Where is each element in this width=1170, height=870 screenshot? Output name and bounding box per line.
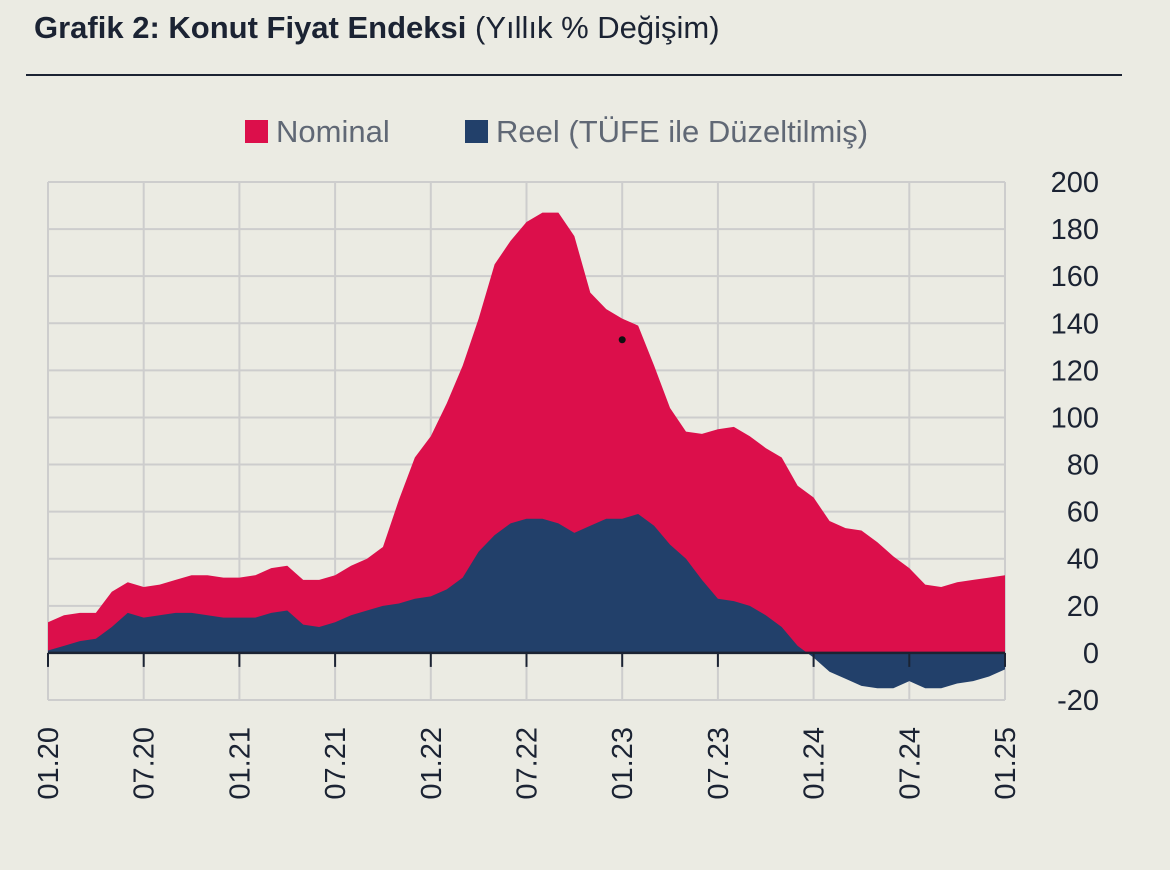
chart-title: Grafik 2: Konut Fiyat Endeksi (Yıllık % …	[34, 10, 720, 46]
y-tick-label: 60	[1067, 497, 1099, 529]
x-tick-label: 01.20	[33, 727, 65, 800]
legend-nominal-swatch	[245, 120, 268, 143]
x-tick-label: 07.21	[320, 727, 352, 800]
y-tick-label: 160	[1051, 261, 1099, 293]
legend-reel-label: Reel (TÜFE ile Düzeltilmiş)	[496, 114, 868, 149]
chart-title-sub: (Yıllık % Değişim)	[475, 10, 720, 45]
x-tick-label: 01.23	[607, 727, 639, 800]
x-tick-label: 01.21	[224, 727, 256, 800]
series-areas	[48, 212, 1005, 689]
y-tick-label: 80	[1067, 450, 1099, 482]
y-tick-label: 140	[1051, 308, 1099, 340]
x-tick-label: 01.25	[990, 727, 1022, 800]
legend-reel-swatch	[465, 120, 488, 143]
chart-title-main: Grafik 2: Konut Fiyat Endeksi	[34, 10, 467, 45]
reel-area	[48, 513, 1005, 689]
y-tick-label: -20	[1057, 685, 1099, 717]
annotations	[618, 336, 626, 344]
y-tick-label: 180	[1051, 214, 1099, 246]
y-tick-label: 200	[1051, 167, 1099, 199]
y-tick-label: 40	[1067, 544, 1099, 576]
x-tick-label: 07.23	[703, 727, 735, 800]
nominal-area	[48, 212, 1005, 653]
x-tick-label: 07.24	[894, 727, 926, 800]
y-tick-label: 120	[1051, 355, 1099, 387]
x-tick-label: 01.24	[799, 727, 831, 800]
x-tick-label: 07.22	[512, 727, 544, 800]
legend-nominal-label: Nominal	[276, 114, 390, 149]
legend: Nominal Reel (TÜFE ile Düzeltilmiş)	[245, 114, 868, 149]
x-tick-label: 01.22	[416, 727, 448, 800]
y-tick-label: 100	[1051, 402, 1099, 434]
title-divider	[26, 74, 1122, 76]
y-tick-label: 0	[1083, 638, 1099, 670]
y-tick-label: 20	[1067, 591, 1099, 623]
annotation-dot	[618, 336, 626, 344]
x-tick-label: 07.20	[129, 727, 161, 800]
